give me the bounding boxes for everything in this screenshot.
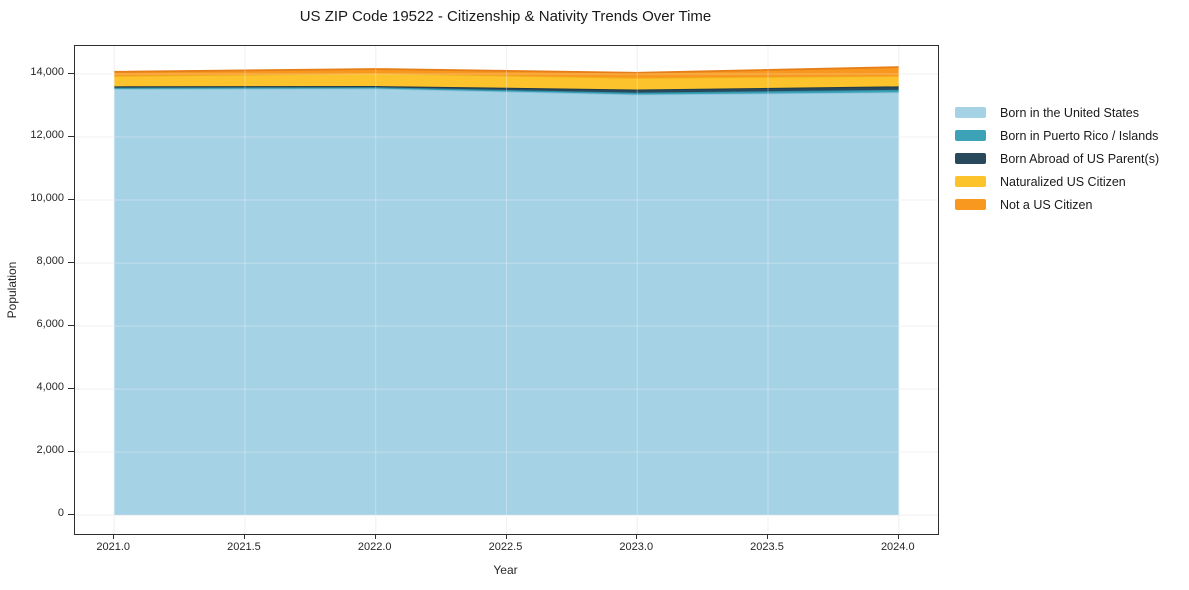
x-axis-tick-label: 2023.5 [750,541,784,553]
y-axis-tick-label: 6,000 [36,318,64,331]
y-axis-tick-label: 14,000 [30,66,64,79]
legend-swatch [955,176,986,187]
y-axis-tick-mark [68,514,74,516]
y-axis-tick-mark [68,388,74,390]
y-axis-tick-mark [68,262,74,264]
x-axis-tick-label: 2024.0 [880,541,915,553]
stacked-area-svg [75,46,938,534]
legend-label: Born in Puerto Rico / Islands [1000,128,1159,143]
x-axis-tick-label: 2022.0 [357,541,392,553]
legend-label: Born in the United States [1000,105,1139,120]
y-axis-tick-mark [68,73,74,75]
legend-swatch [955,199,986,210]
legend-item: Born Abroad of US Parent(s) [955,147,1159,170]
y-axis-tick-label: 10,000 [30,192,64,205]
legend: Born in the United States Born in Puerto … [955,101,1159,216]
y-axis-tick-label: 0 [57,507,64,520]
legend-label: Naturalized US Citizen [1000,174,1126,189]
legend-swatch [955,130,986,141]
y-axis-tick-label: 12,000 [30,129,64,142]
x-axis-tick-mark [505,534,507,539]
y-axis-tick-mark [68,199,74,201]
chart-title: US ZIP Code 19522 - Citizenship & Nativi… [299,8,712,25]
x-axis-tick-label: 2022.5 [488,541,523,553]
x-axis-tick-mark [636,534,638,539]
y-axis-tick-mark [68,136,74,138]
x-axis-tick-mark [374,534,376,539]
legend-item: Not a US Citizen [955,193,1159,216]
x-axis-tick-label: 2021.0 [96,541,131,553]
legend-label: Not a US Citizen [1000,197,1093,212]
plot-area [74,45,939,535]
x-axis-tick-mark [767,534,768,539]
x-axis-tick-mark [113,534,115,539]
y-axis-tick-label: 8,000 [36,255,64,268]
x-axis-tick-label: 2021.5 [227,541,261,553]
legend-item: Naturalized US Citizen [955,170,1159,193]
legend-swatch [955,153,986,164]
x-axis-tick-mark [243,534,245,539]
legend-label: Born Abroad of US Parent(s) [1000,151,1160,166]
legend-item: Born in the United States [955,101,1159,124]
legend-swatch [955,107,986,118]
y-axis-tick-mark [68,451,74,453]
y-axis-label: Population [5,261,19,319]
y-axis-tick-label: 2,000 [36,444,64,457]
y-axis-tick-mark [68,325,74,327]
x-axis-tick-mark [897,534,899,539]
x-axis-tick-label: 2023.0 [619,541,654,553]
legend-item: Born in Puerto Rico / Islands [955,124,1159,147]
x-axis-label: Year [493,563,518,577]
y-axis-tick-label: 4,000 [36,381,64,394]
